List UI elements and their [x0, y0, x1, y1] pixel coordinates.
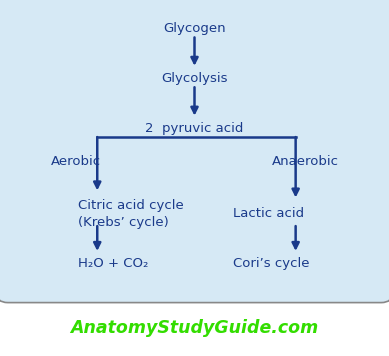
Text: Cori’s cycle: Cori’s cycle — [233, 257, 310, 270]
Text: Lactic acid: Lactic acid — [233, 207, 305, 220]
Text: Citric acid cycle
(Krebs’ cycle): Citric acid cycle (Krebs’ cycle) — [78, 199, 184, 229]
Text: H₂O + CO₂: H₂O + CO₂ — [78, 257, 148, 270]
Text: Glycolysis: Glycolysis — [161, 72, 228, 85]
Text: Aerobic: Aerobic — [51, 156, 101, 168]
Text: Glycogen: Glycogen — [163, 22, 226, 35]
FancyBboxPatch shape — [0, 0, 389, 303]
Text: 2  pyruvic acid: 2 pyruvic acid — [145, 122, 244, 135]
Text: Anaerobic: Anaerobic — [272, 156, 338, 168]
Text: AnatomyStudyGuide.com: AnatomyStudyGuide.com — [70, 319, 319, 336]
